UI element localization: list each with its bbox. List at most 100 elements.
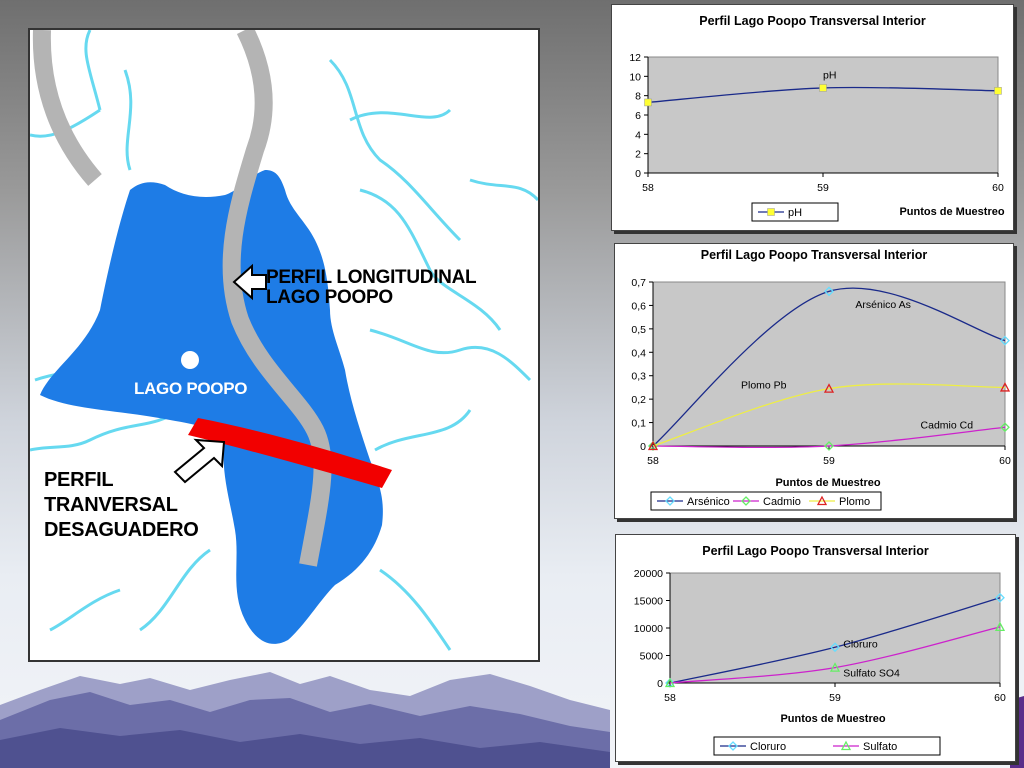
plot-area [652,281,1006,447]
map-panel: LAGO POOPO PERFIL LONGITUDINAL LAGO POOP… [28,28,540,662]
lake-label: LAGO POOPO [134,379,248,398]
x-tick-label: 58 [642,182,654,194]
y-tick-label: 15000 [634,596,663,608]
y-tick-label: 0,2 [631,394,646,406]
x-tick-label: 58 [664,692,676,704]
lake-map [30,30,538,651]
y-tick-label: 0,3 [631,371,646,383]
legend-entry: Sulfato [863,741,897,753]
legend-entry: Plomo [839,496,870,508]
chart-ph-panel: Perfil Lago Poopo Transversal Interior 0 2… [611,4,1014,231]
y-tick-label: 6 [635,110,641,122]
plot-area [669,572,1001,684]
chart-title: Perfil Lago Poopo Transversal Interior [702,544,929,558]
data-point-0-1 [824,286,834,297]
series-line-1 [652,426,1006,449]
legend-marker [840,740,852,751]
series-line-2 [652,383,1006,447]
legend-marker [665,496,675,506]
y-tick-label: 12 [629,52,641,64]
x-tick-label: 60 [999,455,1011,467]
annotation-label: Sulfato SO4 [843,667,900,679]
x-tick-label: 60 [992,182,1004,194]
island [181,351,199,369]
y-tick-label: 0,1 [631,418,646,430]
x-axis-label: Puntos de Muestreo [899,206,1004,218]
river-gray-left [32,30,102,186]
x-tick-label: 60 [994,692,1006,704]
data-point-1-1 [824,441,834,451]
data-point-2-0 [647,440,659,451]
y-tick-label: 0,7 [631,277,646,289]
chart-salts-panel: Perfil Lago Poopo Transversal Interior 0 5… [615,534,1016,762]
annotation-label: pH [823,69,836,81]
longitudinal-label-line-1: PERFIL LONGITUDINAL [266,267,477,288]
longitudinal-label-line-2: LAGO POOPO [266,286,393,308]
transversal-profile [188,418,392,488]
legend-marker [767,208,775,216]
data-point-1-2 [994,621,1006,632]
x-axis-label: Puntos de Muestreo [775,477,880,489]
transversal-label-line-3: DESAGUADERO [44,519,199,541]
chart-metals: Perfil Lago Poopo Transversal Interior 0 0… [631,248,1011,511]
lake-poopo [40,170,383,644]
transversal-profile-label: PERFIL TRANVERSAL DESAGUADERO [44,468,199,543]
arrow-up-right-icon [173,438,226,484]
rivers [30,30,538,651]
legend-entry: Arsénico [687,496,730,508]
legend-marker [728,741,738,751]
annotation-label: Cadmio Cd [921,419,974,431]
data-point-1-1 [829,662,841,672]
y-tick-label: 10 [629,71,641,83]
legend-entry: Cadmio [763,496,801,508]
longitudinal-profile-label: PERFIL LONGITUDINAL LAGO POOPO [266,267,477,308]
data-point-1-2 [1000,422,1010,433]
annotation-label: Cloruro [843,638,878,650]
transversal-label-line-1: PERFIL [44,469,114,491]
y-tick-label: 0 [640,441,646,453]
transversal-label-line-2: TRANVERSAL [44,494,178,516]
y-tick-label: 0,5 [631,324,646,336]
arrow-left-icon [232,263,267,301]
x-tick-label: 59 [823,455,835,467]
annotation-label: Plomo Pb [741,380,787,392]
data-point-1-0 [664,677,676,688]
plot-area [647,56,999,174]
y-tick-label: 20000 [634,568,663,580]
legend-marker [741,496,751,506]
y-tick-label: 0 [635,168,641,180]
y-tick-label: 2 [635,149,641,161]
y-tick-label: 0,4 [631,347,646,359]
data-point-2-2 [999,382,1011,392]
data-point-0-1 [819,84,827,92]
series-line-0 [669,597,1001,684]
series-line-1 [669,626,1001,684]
chart-title: Perfil Lago Poopo Transversal Interior [701,248,928,262]
chart-title: Perfil Lago Poopo Transversal Interior [699,14,926,28]
annotation-label: Arsénico As [855,299,910,311]
legend [751,202,839,222]
chart-salts: Perfil Lago Poopo Transversal Interior05… [634,544,1006,756]
y-tick-label: 10000 [634,623,663,635]
legend-marker [816,495,828,506]
y-tick-label: 0 [657,678,663,690]
series-line-0 [652,287,1006,447]
y-tick-label: 8 [635,91,641,103]
data-point-0-2 [994,87,1002,95]
legend-entry: Cloruro [750,741,786,753]
data-point-0-0 [644,98,652,107]
x-tick-label: 58 [647,455,659,467]
y-tick-label: 0,6 [631,300,646,312]
data-point-2-1 [823,383,835,393]
x-tick-label: 59 [817,182,829,194]
y-tick-label: 4 [635,129,641,141]
data-point-0-2 [1000,335,1010,346]
x-axis-label: Puntos de Muestreo [780,713,885,725]
legend [713,736,941,756]
legend-entry: pH [788,207,802,219]
data-point-0-1 [830,642,840,653]
chart-ph: Perfil Lago Poopo Transversal Interior 0 2… [629,14,1005,222]
y-tick-label: 5000 [640,651,664,663]
legend [650,491,882,511]
data-point-0-2 [995,592,1005,603]
